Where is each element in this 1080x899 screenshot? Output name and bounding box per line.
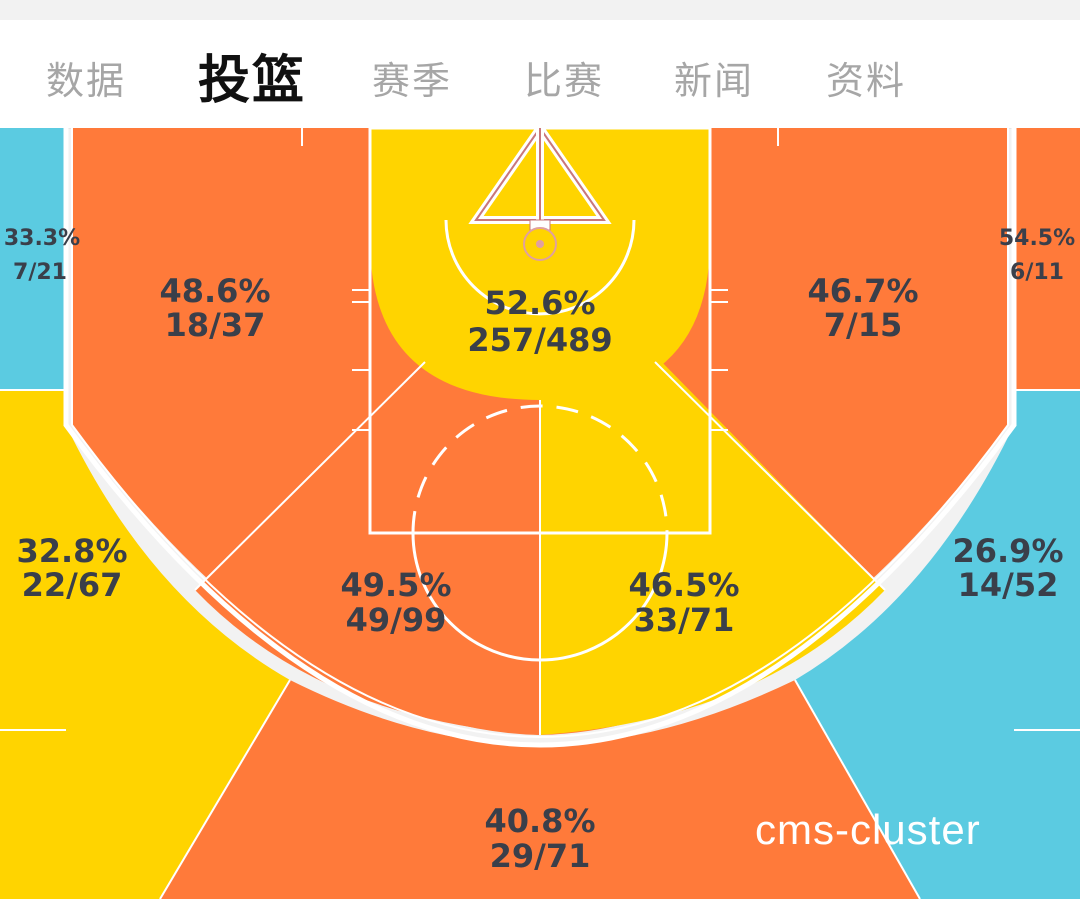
zone-right-wing-mid-pct: 46.7% [807,272,918,310]
zone-right-wing-3-made: 14/52 [958,566,1059,604]
zone-right-corner-3-made: 6/11 [1010,260,1064,285]
zone-restricted-made: 257/489 [467,321,612,359]
zone-left-wing-mid-made: 18/37 [165,306,266,344]
zone-right-center-mid-pct: 46.5% [628,566,739,604]
zone-top-3-made: 29/71 [490,837,591,875]
zone-right-corner-3-pct: 54.5% [999,226,1075,251]
zone-left-center-mid[interactable] [195,355,540,735]
tab-shooting[interactable]: 投篮 [198,51,307,111]
zone-top-3[interactable] [160,680,920,899]
zone-restricted-area[interactable] [370,128,710,400]
shot-chart-court: 33.3% 7/21 48.6% 18/37 52.6% 257/489 46.… [0,128,1080,899]
three-point-line [63,128,1017,748]
zone-right-corner-3[interactable] [1014,128,1080,390]
zone-left-corner-3[interactable] [0,128,66,390]
zone-left-corner-3-pct: 33.3% [4,226,80,251]
zone-restricted-pct: 52.6% [484,284,595,322]
zone-right-center-mid-made: 33/71 [634,601,735,639]
zone-left-corner-3-made: 7/21 [13,260,67,285]
tab-news[interactable]: 新闻 [674,59,755,103]
tab-season[interactable]: 赛季 [372,59,453,103]
zone-left-wing-3-pct: 32.8% [16,532,127,570]
zone-left-wing-3[interactable] [0,390,290,899]
zone-left-center-mid-pct: 49.5% [340,566,451,604]
watermark: cms-cluster [755,806,981,853]
tab-profile[interactable]: 资料 [826,59,907,103]
zone-right-center-mid[interactable] [540,355,885,735]
zone-left-wing-3-made: 22/67 [22,566,123,604]
status-strip [0,0,1080,20]
zone-right-wing-3[interactable] [795,390,1080,899]
zone-left-center-mid-made: 49/99 [346,601,447,639]
tab-games[interactable]: 比赛 [524,59,605,103]
zone-top-3-pct: 40.8% [484,802,595,840]
tab-bar: 数据 投篮 赛季 比赛 新闻 资料 [0,20,1080,129]
zone-right-wing-mid-made: 7/15 [824,306,902,344]
tab-data[interactable]: 数据 [46,59,127,103]
key-lane [368,128,712,535]
basketball-hoop-icon [523,219,557,261]
zone-left-wing-mid-pct: 48.6% [159,272,270,310]
zone-right-wing-3-pct: 26.9% [952,532,1063,570]
